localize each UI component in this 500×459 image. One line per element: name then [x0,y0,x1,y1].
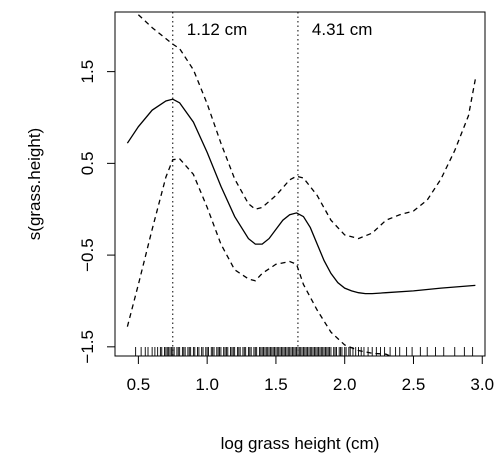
x-axis-label: log grass height (cm) [221,434,380,453]
upper-confidence-band [137,14,477,240]
y-tick-label: 0.5 [78,152,97,176]
x-tick-label: 1.0 [195,375,219,394]
x-tick-label: 1.5 [264,375,288,394]
y-axis-label: s(grass.height) [25,128,44,240]
x-tick-label: 2.0 [333,375,357,394]
y-tick-label: −1.5 [78,330,97,364]
vertical-line-annotation: 1.12 cm [187,20,247,39]
plot-frame [114,11,486,357]
lower-confidence-band [126,158,391,357]
y-tick-label: 1.5 [78,60,97,84]
x-tick-label: 0.5 [127,375,151,394]
y-tick-label: −0.5 [78,238,97,272]
vertical-line-annotation: 4.31 cm [312,20,372,39]
smooth-estimate-line [126,98,476,295]
x-tick-label: 3.0 [470,375,494,394]
x-tick-label: 2.5 [402,375,426,394]
